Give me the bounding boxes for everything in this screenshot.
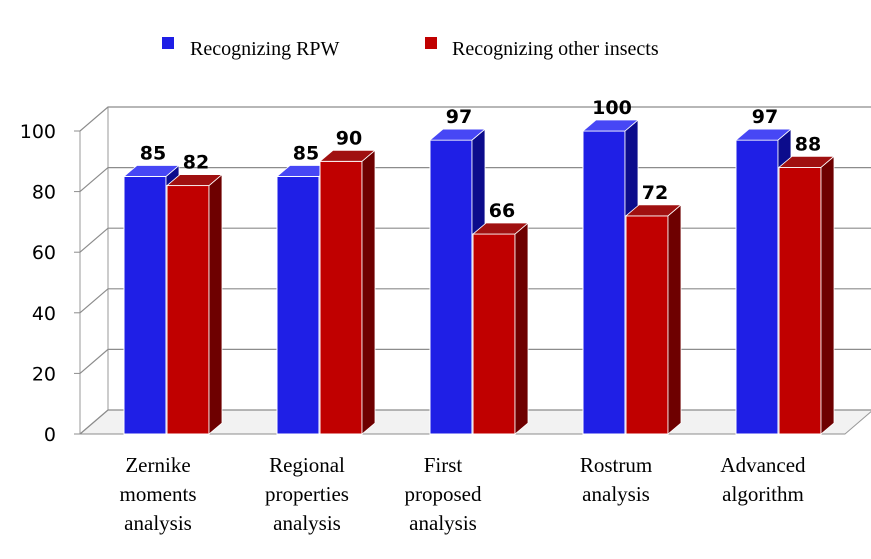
data-label: 82: [183, 152, 209, 174]
x-category-line: properties: [265, 482, 349, 506]
bar-top: [777, 155, 836, 168]
x-category-line: algorithm: [722, 482, 804, 506]
bar-top: [122, 165, 181, 177]
x-category-line: Zernike: [125, 453, 190, 477]
x-category-label: First proposed analysis: [405, 453, 482, 535]
legend-label-rpw: Recognizing RPW: [190, 38, 340, 60]
x-category-line: analysis: [124, 511, 192, 535]
data-label: 85: [293, 142, 319, 164]
bar-front: [429, 139, 473, 435]
y-tick-label: 40: [32, 303, 56, 325]
x-category-label: Advanced algorithm: [720, 453, 806, 506]
data-label: 85: [140, 142, 166, 164]
bar-other-insects: [471, 222, 530, 435]
gridline: [79, 106, 871, 132]
bar-side: [514, 222, 529, 435]
data-label: 97: [446, 106, 472, 128]
x-category-label: Rostrum analysis: [580, 453, 652, 506]
data-label: 72: [642, 182, 668, 204]
bar-front: [778, 166, 822, 435]
data-label: 97: [752, 106, 778, 128]
y-axis: 0 20 40 60 80 100: [20, 121, 845, 446]
bar-other-insects: [777, 155, 836, 435]
x-category-line: analysis: [409, 511, 477, 535]
y-tick-label: 20: [32, 363, 56, 385]
x-category-label: Regional properties analysis: [265, 453, 349, 535]
bar-other-insects: [318, 149, 377, 435]
x-category-line: First: [424, 453, 463, 477]
y-tick-label: 100: [20, 121, 56, 143]
data-label: 100: [592, 97, 632, 119]
x-axis: Zernike moments analysis Regional properties…: [120, 453, 807, 535]
data-label: 88: [795, 133, 821, 155]
bars: [122, 119, 836, 435]
bar-front: [166, 185, 210, 435]
x-category-line: Regional: [269, 453, 345, 477]
x-category-label: Zernike moments analysis: [120, 453, 197, 535]
bar-top: [734, 128, 793, 141]
legend-swatch-rpw: [162, 37, 174, 49]
bar-other-insects: [624, 203, 683, 435]
bar-side: [361, 149, 376, 435]
x-category-line: Rostrum: [580, 453, 652, 477]
legend: Recognizing RPW Recognizing other insect…: [162, 37, 659, 60]
bar-side: [820, 155, 835, 435]
bar-top: [624, 204, 683, 217]
bar-top: [165, 174, 224, 186]
bar-front: [735, 139, 779, 435]
y-tick-label: 80: [32, 182, 56, 204]
data-labels: 85 82 85 90 97 66 100 72 97 88: [140, 97, 821, 222]
data-label: 90: [336, 127, 362, 149]
bar-front: [319, 160, 363, 435]
x-category-line: proposed: [405, 482, 482, 506]
bar-front: [472, 233, 516, 435]
bar-front: [625, 215, 669, 435]
bar-top: [428, 128, 487, 141]
legend-swatch-other-insects: [425, 37, 437, 49]
x-category-line: Advanced: [720, 453, 806, 477]
bar-side: [667, 203, 682, 435]
data-label: 66: [489, 200, 515, 222]
bar-top: [581, 119, 640, 132]
bar-top: [318, 149, 377, 162]
legend-label-other-insects: Recognizing other insects: [452, 38, 659, 60]
bar-side: [208, 173, 223, 435]
y-tick-label: 60: [32, 242, 56, 264]
bar-other-insects: [165, 173, 224, 435]
bar-front: [276, 175, 320, 435]
bar-front: [123, 175, 167, 435]
bar-front: [582, 130, 626, 435]
x-category-line: moments: [120, 482, 197, 506]
x-category-line: analysis: [582, 482, 650, 506]
y-tick-label: 0: [44, 424, 56, 446]
x-category-line: analysis: [273, 511, 341, 535]
bar-top: [471, 222, 530, 235]
